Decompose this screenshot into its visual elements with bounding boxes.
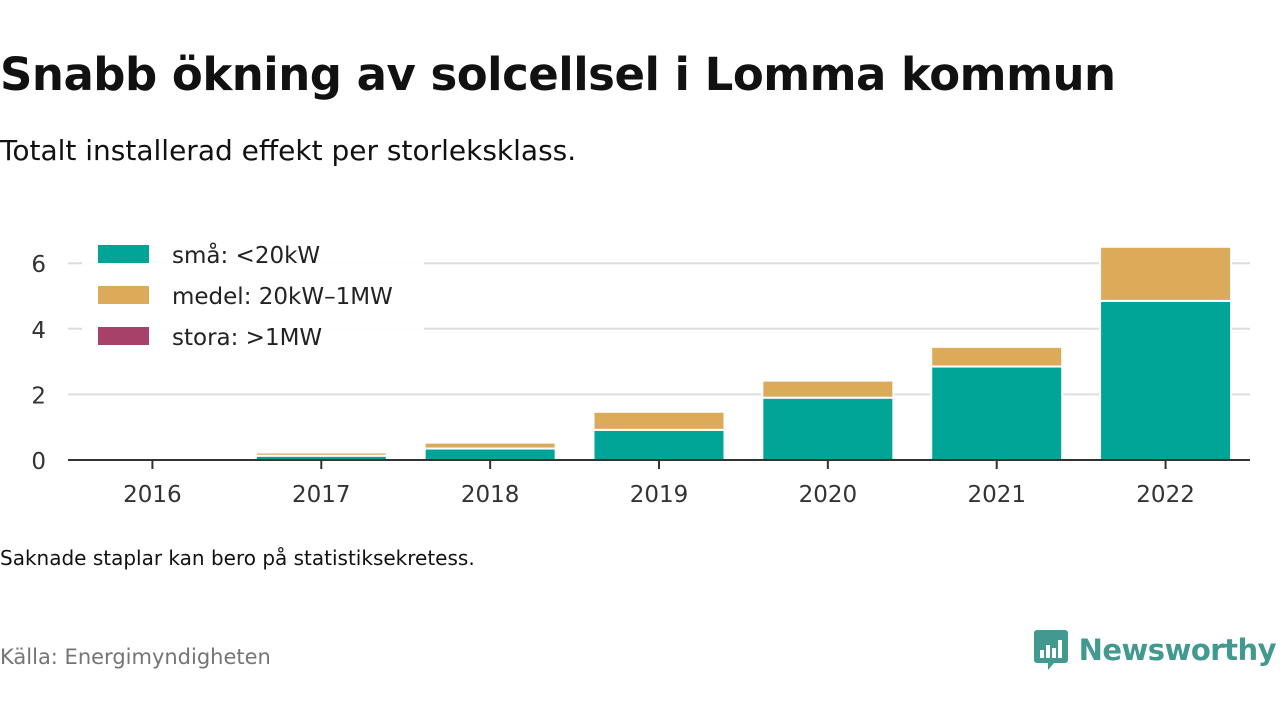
newsworthy-logo-icon (1033, 630, 1068, 670)
stacked-bar-chart: 0 2 4 6 2016 2017 2018 2019 2020 2021 2022 små: <2… (31, 236, 1250, 508)
x-tick-label: 2018 (461, 482, 520, 508)
bar-2020-series-0 (761, 396, 895, 461)
axes: 0 2 4 6 2016 2017 2018 2019 2020 2021 2022 (31, 252, 1250, 508)
x-tick-label: 2016 (123, 482, 182, 508)
legend-swatch (98, 286, 149, 304)
legend-label: stora: >1MW (172, 325, 322, 351)
legend-label: små: <20kW (172, 241, 320, 269)
legend-label: medel: 20kW–1MW (172, 284, 393, 310)
bar-2017-series-1 (254, 451, 388, 457)
legend-swatch (98, 245, 149, 263)
y-tick-label: 2 (31, 383, 46, 409)
x-tick-label: 2021 (967, 482, 1026, 508)
legend-swatch (98, 327, 149, 345)
y-tick-label: 6 (31, 252, 46, 278)
x-tick-label: 2019 (630, 482, 689, 508)
brand-logo[interactable]: Newsworthy (1033, 628, 1277, 672)
y-tick-label: 4 (31, 318, 46, 344)
bar-2019-series-0 (592, 428, 726, 462)
bar-2019-series-1 (592, 410, 726, 431)
chart-title: Snabb ökning av solcellsel i Lomma kommu… (0, 48, 1116, 101)
bar-2022-series-1 (1099, 245, 1233, 302)
bar-2020-series-1 (761, 379, 895, 399)
chart-subtitle: Totalt installerad effekt per storlekskl… (0, 134, 577, 167)
bar-2021-series-0 (930, 365, 1064, 462)
x-tick-label: 2017 (292, 482, 351, 508)
bar-2022-series-0 (1099, 299, 1233, 461)
chart-note: Saknade staplar kan bero på statistiksek… (0, 546, 475, 570)
brand-name: Newsworthy (1078, 633, 1277, 667)
y-tick-label: 0 (31, 449, 46, 475)
x-tick-label: 2022 (1136, 482, 1195, 508)
bar-2018-series-1 (423, 441, 557, 450)
bar-2021-series-1 (930, 345, 1064, 368)
source-label: Källa: Energimyndigheten (0, 645, 271, 669)
legend: små: <20kW medel: 20kW–1MW stora: >1MW (82, 236, 424, 354)
bar-2018-series-0 (423, 447, 557, 462)
x-tick-label: 2020 (799, 482, 858, 508)
